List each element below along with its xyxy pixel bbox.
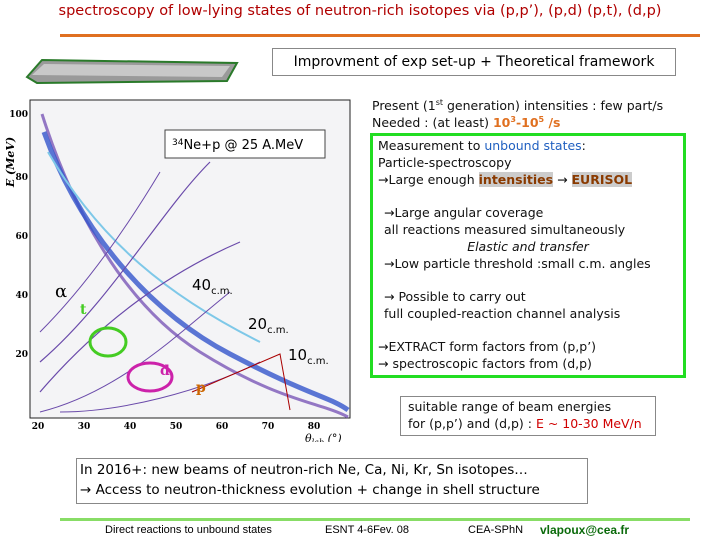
gb-line: all reactions measured simultaneously — [384, 222, 626, 237]
title: spectroscopy of low-lying states of neut… — [58, 3, 662, 19]
intensity-present: Present (1st generation) intensities : f… — [372, 98, 664, 114]
gb-line: → Possible to carry out — [384, 289, 526, 304]
y-tick: 40 — [15, 291, 28, 301]
logo — [25, 58, 239, 85]
x-tick: 80 — [308, 422, 321, 432]
y-tick: 80 — [15, 173, 28, 183]
green-box — [370, 133, 686, 378]
outlook-line: → Access to neutron-thickness evolution … — [80, 482, 540, 498]
gb-line: →EXTRACT form factors from (p,p’) — [378, 339, 597, 354]
x-tick: 20 — [32, 422, 45, 432]
x-tick: 40 — [124, 422, 137, 432]
gb-line: Elastic and transfer — [467, 239, 589, 254]
reaction: 34Ne+p @ 25 A.MeV — [172, 138, 303, 153]
label-alpha: α — [55, 281, 67, 302]
footer-email: vlapoux@cea.fr — [540, 523, 630, 537]
banner: Improvment of exp set-up + Theoretical f… — [293, 54, 655, 70]
title-rule — [60, 34, 700, 37]
banner-box — [272, 48, 676, 76]
gb-line: full coupled-reaction channel analysis — [384, 306, 621, 321]
gb-line: → spectroscopic factors from (d,p) — [378, 356, 592, 371]
energy-line: for (p,p’) and (d,p) : E ~ 10-30 MeV/n — [408, 416, 642, 431]
x-tick: 70 — [262, 422, 275, 432]
label-p: p — [196, 380, 206, 396]
plot: E (MeV) 100 80 60 40 20 20 30 40 50 60 7… — [4, 99, 351, 442]
energy-box — [400, 396, 656, 436]
energy-line: suitable range of beam energies — [408, 399, 612, 414]
reaction-box — [164, 129, 326, 159]
x-label: θlab (°) — [305, 432, 342, 442]
gb-line: →Low particle threshold :small c.m. angl… — [384, 256, 651, 271]
y-label: E (MeV) — [4, 137, 17, 188]
p-marker — [191, 353, 291, 411]
kinematic-lines — [39, 113, 350, 419]
label-40cm: 40c.m. — [192, 276, 233, 297]
y-tick: 60 — [15, 232, 28, 242]
footer-lab: CEA-SPhN — [468, 524, 524, 536]
label-10cm: 10c.m. — [288, 346, 329, 367]
footer-event: ESNT 4-6Fev. 08 — [325, 524, 409, 536]
intensity-needed: Needed : (at least) 103-105 /s — [372, 115, 561, 131]
gb-line: →Large angular coverage — [384, 205, 544, 220]
y-tick: 100 — [9, 110, 28, 120]
footer-topic: Direct reactions to unbound states — [105, 524, 272, 536]
x-tick: 60 — [216, 422, 229, 432]
outlook-box — [76, 458, 588, 504]
y-tick: 20 — [15, 350, 28, 360]
x-tick: 50 — [170, 422, 183, 432]
gb-line: Measurement to unbound states: — [378, 138, 586, 153]
outlook-line: In 2016+: new beams of neutron-rich Ne, … — [80, 462, 528, 478]
footer-rule — [60, 518, 690, 521]
label-20cm: 20c.m. — [248, 315, 289, 336]
x-tick: 30 — [78, 422, 91, 432]
label-t: t — [80, 302, 87, 318]
label-d: d — [160, 363, 170, 379]
gb-line: Particle-spectroscopy — [378, 155, 512, 170]
t-ring — [88, 326, 128, 358]
gb-line: →Large enough intensities → EURISOL — [378, 172, 633, 187]
d-ring — [126, 361, 174, 393]
